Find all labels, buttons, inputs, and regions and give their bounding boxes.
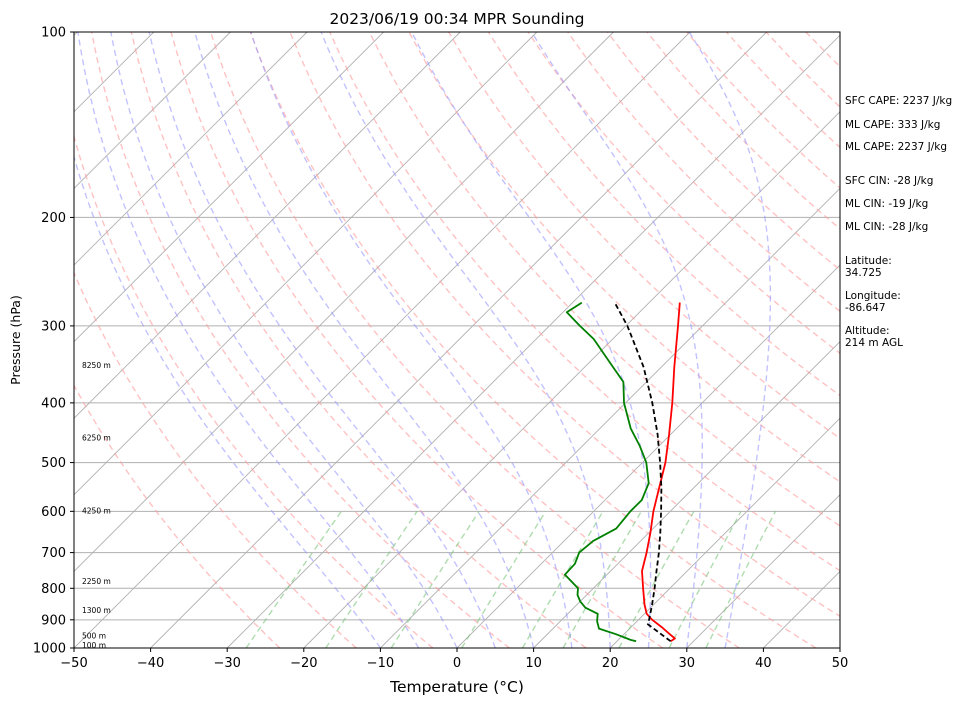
dry-adiabat-line (527, 32, 840, 355)
mixing-ratio-line (461, 510, 547, 648)
isotherm-line (380, 187, 840, 648)
dry-adiabat-line (74, 134, 434, 648)
height-label: 500 m (82, 632, 106, 641)
y-tick-label: 400 (41, 396, 66, 411)
isotherm-line (74, 32, 538, 496)
mixing-ratio-line (245, 510, 342, 648)
moist-adiabat-line (110, 32, 458, 648)
isotherm-line (150, 32, 767, 648)
x-tick-label: 40 (755, 656, 772, 671)
temperature-profile-line (641, 302, 681, 642)
y-tick-label: 800 (41, 582, 66, 597)
isotherm-line (74, 32, 308, 266)
dry-adiabat-line (74, 271, 357, 648)
height-label: 8250 m (82, 361, 111, 370)
height-label: 4250 m (82, 506, 111, 515)
moist-adiabat-line (194, 32, 535, 648)
mixing-ratio-line (325, 510, 418, 648)
isotherm-line (533, 340, 840, 648)
dry-adiabat-line (289, 32, 840, 618)
isotherm-line (74, 32, 461, 419)
x-tick-label: −10 (367, 656, 394, 671)
x-tick-label: −50 (60, 656, 87, 671)
isotherm-line (303, 111, 840, 648)
dry-adiabat-line (130, 32, 587, 648)
ml-cin-text-2: ML CIN: -28 J/kg (845, 221, 929, 233)
x-tick-label: 50 (832, 656, 849, 671)
dry-adiabat-line (448, 32, 840, 440)
isotherm-line (686, 494, 840, 648)
x-axis-label: Temperature (°C) (389, 678, 524, 696)
y-tick-label: 100 (41, 26, 66, 41)
mixing-ratio-line (705, 510, 777, 648)
y-tick-label: 900 (41, 613, 66, 628)
isotherm-line (226, 34, 840, 648)
height-label: 6250 m (82, 433, 111, 442)
mixing-ratio-line (521, 510, 604, 648)
ml-cape-text: ML CAPE: 333 J/kg (845, 119, 941, 131)
dry-adiabat-line (329, 32, 840, 572)
dry-adiabat-line (74, 384, 281, 648)
parcel-profile-line (613, 302, 672, 642)
latitude-text: Latitude: 34.725 (845, 255, 892, 279)
y-tick-label: 500 (41, 456, 66, 471)
x-tick-label: 10 (525, 656, 542, 671)
mixing-ratio-line (390, 510, 480, 648)
ml-cape-text-2: ML CAPE: 2237 J/kg (845, 141, 948, 153)
x-tick-label: −40 (137, 656, 164, 671)
background-lines (74, 32, 840, 648)
y-tick-label: 600 (41, 505, 66, 520)
chart-title: 2023/06/19 00:34 MPR Sounding (329, 10, 584, 28)
x-tick-label: 0 (453, 656, 461, 671)
profile-lines (564, 301, 681, 643)
dry-adiabat-line (408, 32, 840, 483)
altitude-text: Altitude: 214 m AGL (845, 325, 903, 349)
isotherm-line (74, 32, 231, 190)
isotherm-line (609, 417, 840, 648)
moist-adiabat-line (74, 154, 381, 648)
y-axis-label: Pressure (hPa) (8, 295, 23, 385)
moist-adiabat-line (320, 32, 611, 648)
sfc-cin-text: SFC CIN: -28 J/kg (845, 175, 934, 187)
mixing-ratio-line (618, 510, 695, 648)
isotherm-line (456, 264, 840, 648)
dry-adiabat-line (368, 32, 840, 527)
y-tick-label: 300 (41, 319, 66, 334)
dry-adiabat-line (209, 32, 740, 648)
x-tick-label: 30 (679, 656, 696, 671)
isotherm-line (74, 32, 614, 573)
moist-adiabat-line (77, 32, 420, 648)
height-label: 1300 m (82, 606, 111, 615)
mixing-ratio-line (668, 510, 742, 648)
dry-adiabat-line (487, 32, 840, 397)
sfc-cape-text: SFC CAPE: 2237 J/kg (845, 95, 953, 107)
x-tick-label: −30 (213, 656, 240, 671)
dry-adiabat-line (170, 32, 664, 648)
x-tick-label: 20 (602, 656, 619, 671)
dry-adiabat-line (90, 32, 510, 648)
mixing-ratio-line (562, 510, 642, 648)
x-tick-label: −20 (290, 656, 317, 671)
dry-adiabat-line (567, 32, 840, 313)
longitude-text: Longitude: -86.647 (845, 290, 901, 314)
height-label: 2250 m (82, 577, 111, 586)
isotherm-line (74, 32, 384, 343)
moist-adiabat-line (531, 32, 703, 648)
ml-cin-text: ML CIN: -19 J/kg (845, 198, 929, 210)
moist-adiabat-line (148, 32, 496, 648)
height-label: 100 m (82, 641, 106, 650)
axes: −50 −40 −30 −20 −10 0 10 20 30 40 50 1000 900 800 700 6… (33, 26, 848, 672)
y-tick-label: 700 (41, 546, 66, 561)
y-tick-label: 200 (41, 211, 66, 226)
moist-adiabat-line (250, 32, 573, 648)
dry-adiabat-line (249, 32, 817, 648)
sounding-parameters-panel: SFC CAPE: 2237 J/kg ML CAPE: 333 J/kg ML… (845, 0, 968, 705)
y-tick-label: 1000 (33, 642, 66, 657)
moist-adiabat-line (688, 32, 772, 648)
dewpoint-profile-line (564, 301, 650, 643)
